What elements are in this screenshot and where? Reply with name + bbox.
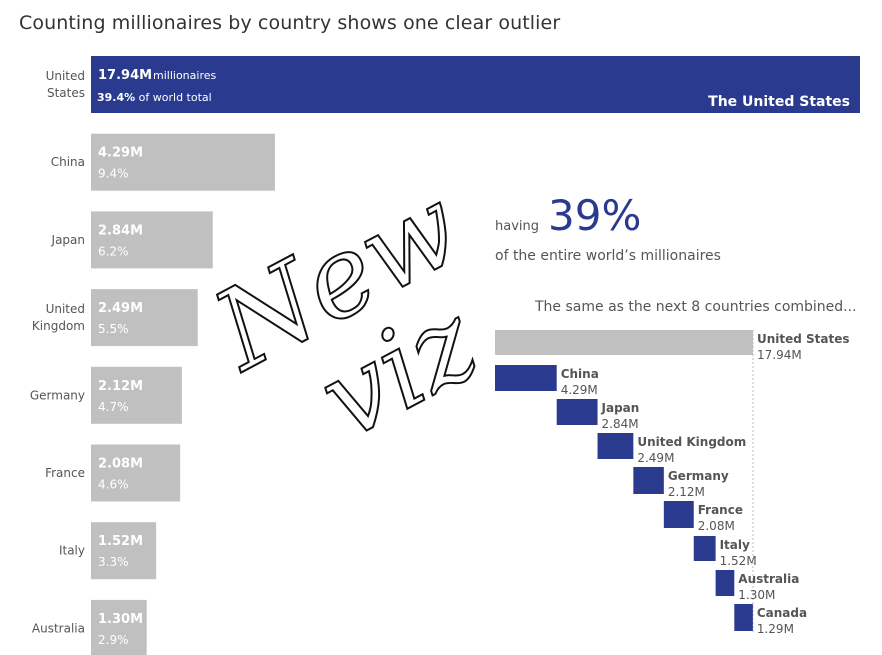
waterfall-bar-italy — [693, 536, 716, 561]
waterfall-bar-united-kingdom — [597, 433, 634, 459]
page-title: Counting millionaires by country shows o… — [19, 12, 561, 34]
share-label: 9.4% — [98, 167, 129, 181]
category-label: United — [46, 302, 85, 316]
waterfall-bar-united-states — [495, 330, 753, 355]
share-annotation: having 39% of the entire world’s million… — [495, 191, 721, 264]
waterfall-value-label: 17.94M — [757, 348, 802, 362]
bar-australia — [91, 599, 147, 655]
category-label: United — [46, 69, 85, 83]
annotation-prefix: having — [495, 219, 539, 234]
share-label: 3.3% — [98, 555, 129, 569]
bar-italy — [91, 522, 157, 580]
units-label: millionaires — [153, 69, 216, 82]
waterfall-category-label: United States — [757, 332, 850, 346]
waterfall-value-label: 1.52M — [720, 554, 757, 568]
bar-united-kingdom — [91, 289, 198, 347]
category-label: Japan — [51, 233, 85, 247]
waterfall-category-label: France — [698, 503, 743, 517]
bar-france — [91, 444, 181, 502]
share-label: 2.9% — [98, 633, 129, 647]
waterfall-value-label: 2.84M — [602, 417, 639, 431]
waterfall-value-label: 1.29M — [757, 622, 794, 636]
waterfall-bar-china — [495, 365, 557, 391]
waterfall-category-label: Germany — [668, 469, 729, 483]
bar-united-states — [91, 56, 860, 113]
waterfall-category-label: Australia — [738, 572, 799, 586]
waterfall-value-label: 4.29M — [561, 383, 598, 397]
waterfall-category-label: Italy — [720, 538, 750, 552]
waterfall-value-label: 1.30M — [738, 588, 775, 602]
waterfall-value-label: 2.08M — [698, 519, 735, 533]
value-label: 17.94M — [98, 68, 152, 83]
share-label: 5.5% — [98, 322, 129, 336]
waterfall-bar-australia — [715, 570, 735, 596]
category-label: Kingdom — [32, 319, 85, 333]
share-label: 4.6% — [98, 478, 129, 492]
waterfall-bar-germany — [633, 467, 664, 494]
waterfall-bar-canada — [734, 604, 753, 631]
highlight-name: The United States — [708, 94, 850, 110]
value-label: 2.12M — [98, 379, 143, 394]
value-label: 1.30M — [98, 612, 143, 627]
waterfall-category-label: Japan — [601, 401, 640, 415]
value-label: 1.52M — [98, 534, 143, 549]
category-label: China — [51, 155, 85, 169]
waterfall-value-label: 2.49M — [637, 451, 674, 465]
value-label: 2.84M — [98, 223, 143, 238]
value-label: 4.29M — [98, 146, 143, 161]
bar-japan — [91, 211, 213, 269]
bar-germany — [91, 366, 182, 424]
waterfall-bar-france — [663, 501, 694, 528]
waterfall-value-label: 2.12M — [668, 485, 705, 499]
bar-china — [91, 133, 275, 191]
share-label: 39.4% of world total — [97, 91, 212, 104]
waterfall-caption: The same as the next 8 countries combine… — [534, 299, 857, 315]
new-viz-stamp: New viz — [191, 161, 498, 465]
annotation-big-value: 39% — [548, 191, 641, 240]
waterfall-bar-japan — [556, 399, 598, 425]
category-label: Italy — [59, 544, 85, 558]
category-label: States — [47, 86, 85, 100]
annotation-suffix: of the entire world’s millionaires — [495, 248, 721, 264]
share-label: 4.7% — [98, 400, 129, 414]
category-label: France — [45, 466, 85, 480]
category-label: Germany — [30, 388, 85, 402]
value-label: 2.08M — [98, 457, 143, 472]
value-label: 2.49M — [98, 301, 143, 316]
share-label: 6.2% — [98, 244, 129, 258]
waterfall-category-label: United Kingdom — [637, 435, 746, 449]
category-label: Australia — [32, 621, 85, 635]
waterfall-category-label: Canada — [757, 606, 807, 620]
waterfall-category-label: China — [561, 367, 599, 381]
